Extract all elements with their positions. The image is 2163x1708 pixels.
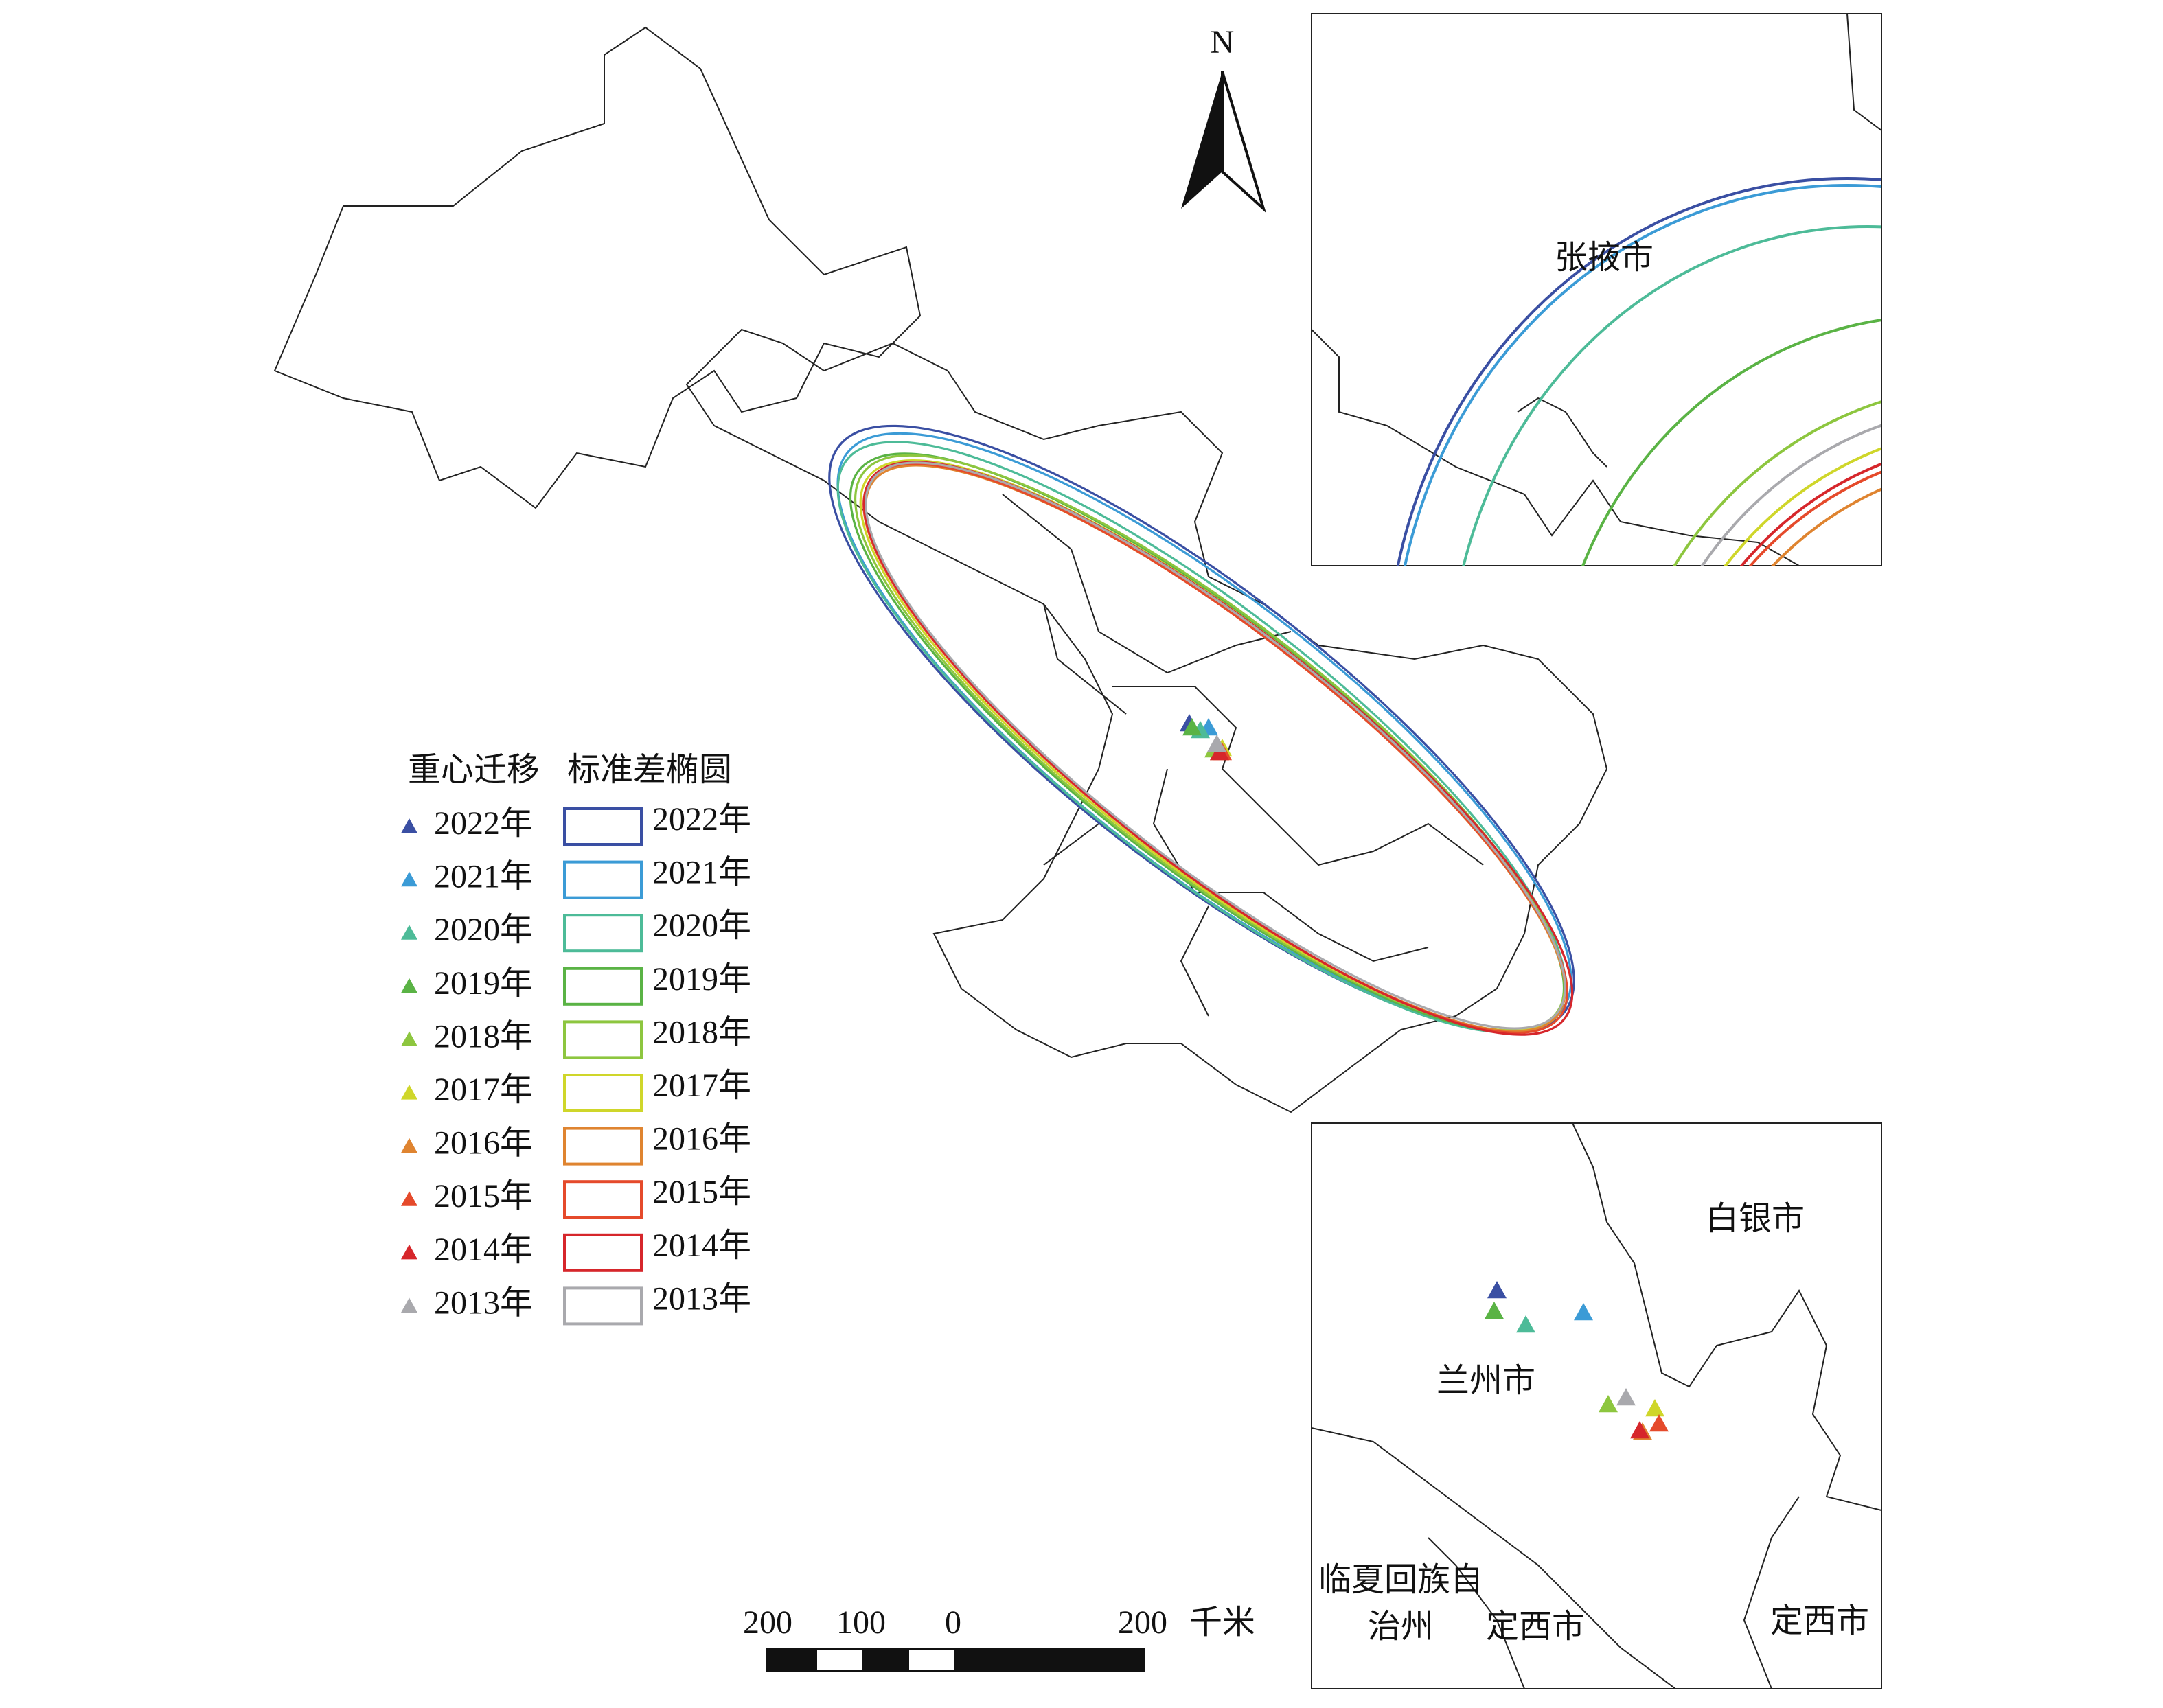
legend-label: 2013年 xyxy=(434,1284,533,1321)
legend-swatch xyxy=(563,967,643,1006)
ellipses xyxy=(828,424,1575,1036)
inset-arc xyxy=(1404,184,1881,566)
place-label: 白银市 xyxy=(1706,1201,1805,1237)
legend-swatch xyxy=(563,1286,643,1326)
centroid xyxy=(1630,1421,1649,1439)
legend-title: 重心迁移 xyxy=(408,752,540,788)
legend-label: 2017年 xyxy=(652,1068,751,1104)
scale-label: 千米 xyxy=(1189,1604,1255,1641)
scale-bar: 200 100 0 200 千米 xyxy=(743,1604,1255,1672)
legend-label: 2021年 xyxy=(652,855,751,891)
centroid xyxy=(1599,1395,1618,1413)
legend-symbol xyxy=(401,1138,417,1153)
scale-label: 200 xyxy=(743,1604,792,1641)
inset-top-label: 张掖市 xyxy=(1555,240,1653,276)
centroid xyxy=(1182,718,1202,736)
legend-label: 2016年 xyxy=(434,1125,533,1162)
legend-swatch xyxy=(563,1074,643,1112)
legend-label: 2015年 xyxy=(652,1174,751,1210)
centroid xyxy=(1645,1399,1664,1417)
legend-label: 2018年 xyxy=(652,1014,751,1050)
legend-label: 2020年 xyxy=(434,912,533,948)
inset-arc xyxy=(1462,225,1881,566)
legend-title: 标准差椭圆 xyxy=(567,752,732,788)
centroid xyxy=(1574,1303,1593,1321)
std-ellipse xyxy=(865,461,1566,1030)
scale-label: 200 xyxy=(1118,1604,1167,1641)
legend-symbol xyxy=(401,925,417,940)
legend-swatch xyxy=(563,1127,643,1166)
north-label: N xyxy=(1211,24,1235,60)
legend-symbol xyxy=(401,1297,417,1313)
legend-swatch xyxy=(563,1180,643,1219)
legend-swatch xyxy=(563,914,643,953)
legend-label: 2020年 xyxy=(652,908,751,944)
scale-label: 0 xyxy=(945,1604,961,1641)
province-outline xyxy=(273,26,1608,1113)
place-label: 定西市 xyxy=(1486,1608,1585,1645)
place-label: 兰州市 xyxy=(1437,1363,1535,1399)
legend-label: 2014年 xyxy=(434,1232,533,1268)
std-ellipse xyxy=(828,424,1575,1034)
legend-symbol xyxy=(401,1244,417,1260)
inset-arc xyxy=(1396,177,1881,566)
centroid xyxy=(1649,1414,1669,1432)
legend-label: 2018年 xyxy=(434,1018,533,1054)
legend-label: 2013年 xyxy=(652,1280,751,1317)
legend-label: 2015年 xyxy=(434,1178,533,1214)
legend-symbol xyxy=(401,1085,417,1100)
legend-swatch xyxy=(563,1020,643,1059)
north-arrow: N xyxy=(1181,24,1266,214)
centroid xyxy=(1516,1315,1535,1333)
centroid xyxy=(1487,1281,1507,1299)
legend-label: 2019年 xyxy=(434,965,533,1002)
place-label: 临夏回族自 xyxy=(1318,1562,1483,1598)
place-label: 治州 xyxy=(1368,1608,1434,1645)
inset-bottom: 白银市 兰州市 临夏回族自 治州 定西市 定西市 xyxy=(1311,1122,1882,1689)
legend-label: 2022年 xyxy=(434,805,533,842)
legend-symbol xyxy=(401,1031,417,1046)
legend-swatch xyxy=(563,807,643,846)
legend: 重心迁移 标准差椭圆 2022年 2022年 2021年 2021年 2020年 2020… xyxy=(401,752,751,1326)
legend-label: 2021年 xyxy=(434,859,533,895)
inset-top-arcs xyxy=(1312,14,1881,566)
centroid xyxy=(1485,1302,1504,1319)
main-points xyxy=(1180,714,1232,761)
legend-label: 2019年 xyxy=(652,961,751,997)
place-label: 定西市 xyxy=(1770,1603,1869,1639)
scale-label: 100 xyxy=(836,1604,886,1641)
legend-swatch xyxy=(563,860,643,899)
legend-symbol xyxy=(401,1191,417,1206)
inset-points xyxy=(1485,1281,1669,1440)
legend-swatch xyxy=(563,1233,643,1272)
legend-label: 2017年 xyxy=(434,1072,533,1108)
inset-top: 张掖市 xyxy=(1311,13,1882,566)
centroid xyxy=(1207,735,1226,752)
legend-label: 2016年 xyxy=(652,1121,751,1157)
legend-label: 2014年 xyxy=(652,1227,751,1264)
legend-symbol xyxy=(401,818,417,833)
legend-label: 2022年 xyxy=(652,801,751,838)
legend-symbol xyxy=(401,978,417,993)
centroid xyxy=(1616,1388,1636,1406)
legend-symbol xyxy=(401,871,417,887)
